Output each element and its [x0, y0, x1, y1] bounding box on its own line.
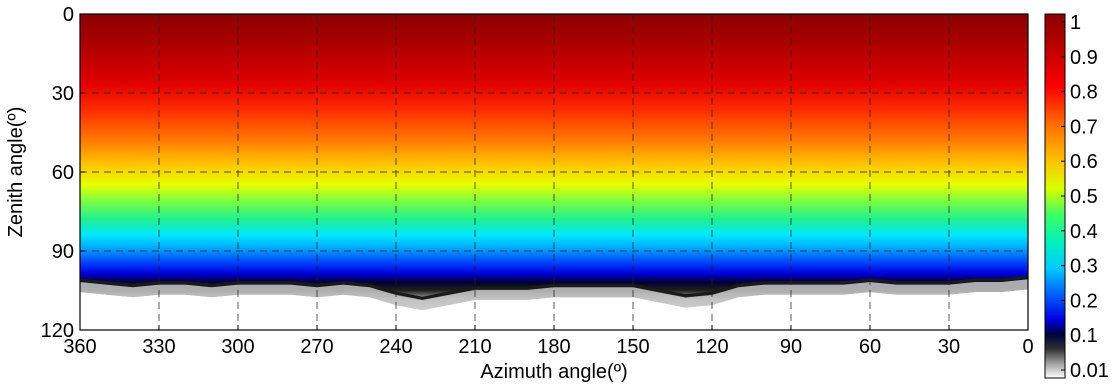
y-axis-title: Zenith angle(º) [5, 107, 27, 238]
x-tick-label: 150 [616, 336, 649, 358]
x-tick-label: 0 [1022, 336, 1033, 358]
colorbar-ticks: 1 0.9 0.8 0.7 0.6 0.5 0.4 0.3 0.2 0.1 0.01 [1061, 12, 1109, 382]
colorbar-tick-label: 0.9 [1070, 47, 1098, 69]
x-tick-label: 90 [780, 336, 802, 358]
colorbar-tick-label: 0.2 [1070, 290, 1098, 312]
y-tick-label: 0 [63, 4, 74, 26]
colorbar-tick-label: 0.1 [1070, 325, 1098, 347]
x-tick-label: 240 [379, 336, 412, 358]
x-axis: 360 330 300 270 240 210 180 150 120 90 60 30 0 [63, 325, 1034, 358]
x-tick-label: 360 [63, 336, 96, 358]
colorbar-tick-label: 0.4 [1070, 221, 1098, 243]
colorbar-tick-label: 0.5 [1070, 186, 1098, 208]
x-tick-label: 120 [695, 336, 728, 358]
y-tick-label: 30 [52, 83, 74, 105]
y-axis: 0 30 60 90 120 [41, 4, 85, 342]
plot-area [79, 13, 1029, 331]
y-tick-label: 60 [52, 162, 74, 184]
y-tick-label: 90 [52, 241, 74, 263]
colorbar-tick-label: 0.7 [1070, 116, 1098, 138]
colorbar-tick-label: 1 [1070, 12, 1081, 34]
x-tick-label: 300 [221, 336, 254, 358]
colorbar-tick-label: 0.3 [1070, 256, 1098, 278]
x-tick-label: 210 [458, 336, 491, 358]
x-tick-label: 270 [300, 336, 333, 358]
colorbar-tick-label: 0.6 [1070, 151, 1098, 173]
colorbar: 1 0.9 0.8 0.7 0.6 0.5 0.4 0.3 0.2 0.1 0.01 [1044, 12, 1109, 382]
x-tick-label: 60 [859, 336, 881, 358]
x-tick-label: 180 [537, 336, 570, 358]
x-axis-title: Azimuth angle(º) [480, 361, 627, 383]
y-tick-label: 120 [41, 320, 74, 342]
x-tick-label: 30 [938, 336, 960, 358]
grid [80, 14, 1028, 330]
colorbar-tick-label: 0.01 [1070, 360, 1109, 382]
x-tick-label: 330 [142, 336, 175, 358]
colorbar-tick-label: 0.8 [1070, 82, 1098, 104]
